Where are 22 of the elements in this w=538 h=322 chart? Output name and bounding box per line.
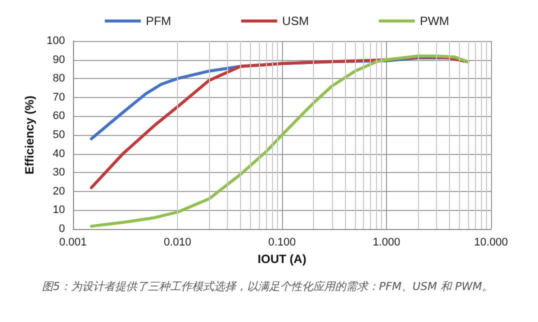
x-tick-label: 0.001: [59, 236, 87, 248]
y-tick-label: 80: [52, 72, 65, 85]
x-axis-title: IOUT (A): [258, 252, 306, 266]
y-tick-label: 30: [52, 166, 65, 179]
y-tick-label: 0: [58, 223, 65, 235]
y-tick-label: 50: [52, 129, 65, 141]
x-tick-label: 1.000: [372, 236, 400, 248]
x-tick-label: 0.010: [164, 236, 192, 248]
x-tick-label: 10.000: [474, 236, 508, 248]
legend-label: PWM: [420, 14, 450, 28]
x-tick-label: 0.100: [268, 236, 296, 248]
y-tick-label: 40: [52, 148, 65, 160]
y-tick-label: 90: [52, 54, 65, 66]
caption: 图5：为设计者提供了三种工作模式选择，以满足个性化应用的需求：PFM、USM 和 PWM。: [42, 280, 493, 293]
y-tick-label: 60: [52, 110, 65, 122]
y-tick-label: 10: [52, 204, 65, 216]
legend-label: PFM: [146, 14, 172, 28]
y-tick-label: 100: [46, 35, 65, 47]
y-tick-label: 20: [52, 185, 65, 198]
y-axis-title: Efficiency (%): [22, 96, 37, 174]
legend-label: USM: [282, 14, 309, 28]
y-tick-label: 70: [52, 91, 65, 104]
